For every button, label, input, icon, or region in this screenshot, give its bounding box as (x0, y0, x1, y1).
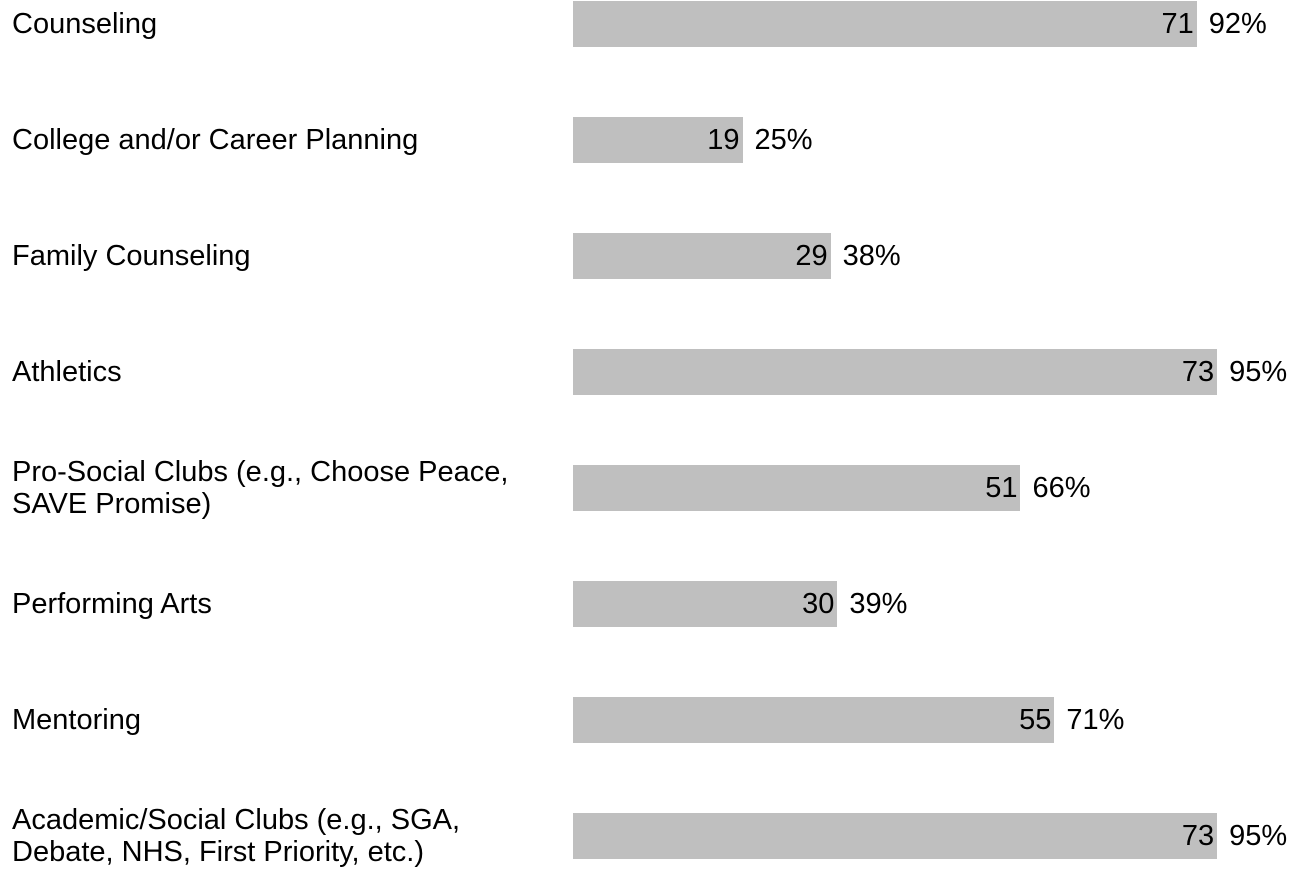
bar (573, 697, 1055, 743)
bar (573, 233, 831, 279)
value-label: 25% (754, 124, 813, 156)
category-label: Mentoring (12, 704, 141, 736)
bar (573, 349, 1218, 395)
bar (573, 1, 1197, 47)
category-label: Counseling (12, 8, 158, 40)
count-label: 19 (707, 124, 740, 156)
count-label: 73 (1181, 356, 1215, 388)
value-label: 39% (849, 588, 908, 620)
count-label: 73 (1181, 820, 1215, 852)
count-label: 51 (985, 472, 1018, 504)
count-label: 30 (802, 588, 835, 620)
bar (573, 813, 1218, 859)
category-label: Pro-Social Clubs (e.g., Choose Peace, SA… (12, 456, 509, 520)
value-label: 92% (1208, 8, 1267, 40)
bar (573, 465, 1021, 511)
bar (573, 581, 838, 627)
count-label: 55 (1019, 704, 1052, 736)
value-label: 66% (1032, 472, 1091, 504)
count-label: 29 (795, 240, 828, 272)
value-label: 71% (1066, 704, 1125, 736)
value-label: 95% (1229, 356, 1288, 388)
value-label: 95% (1229, 820, 1288, 852)
category-label: Performing Arts (12, 588, 212, 620)
category-label: Family Counseling (12, 240, 251, 272)
value-label: 38% (842, 240, 901, 272)
category-label: College and/or Career Planning (12, 124, 419, 156)
bar (573, 117, 743, 163)
category-label: Academic/Social Clubs (e.g., SGA, Debate… (12, 804, 461, 868)
count-label: 71 (1161, 8, 1194, 40)
category-label: Athletics (12, 356, 122, 388)
